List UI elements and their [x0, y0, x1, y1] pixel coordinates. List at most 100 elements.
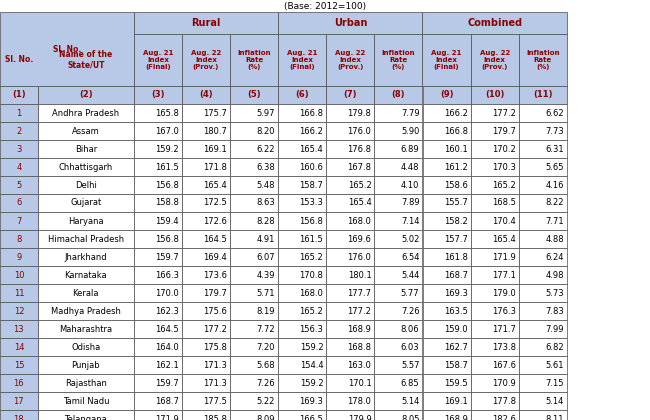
- Text: 5.73: 5.73: [545, 289, 564, 297]
- Text: 170.0: 170.0: [155, 289, 179, 297]
- Text: 164.5: 164.5: [203, 234, 227, 244]
- Bar: [0, 392, 38, 410]
- Text: 6.85: 6.85: [401, 378, 419, 388]
- Text: 156.8: 156.8: [155, 234, 179, 244]
- Bar: [326, 284, 374, 302]
- Bar: [471, 158, 519, 176]
- Bar: [326, 410, 374, 420]
- Bar: [38, 356, 134, 374]
- Text: 9: 9: [16, 252, 21, 262]
- Text: Gujarat: Gujarat: [70, 199, 101, 207]
- Text: 5.14: 5.14: [545, 396, 564, 405]
- Text: 179.0: 179.0: [492, 289, 515, 297]
- Text: 5.65: 5.65: [545, 163, 564, 171]
- Text: 12: 12: [14, 307, 24, 315]
- Text: Inflation
Rate
(%): Inflation Rate (%): [382, 50, 415, 70]
- Bar: [519, 104, 567, 122]
- Bar: [182, 410, 230, 420]
- Text: 6.82: 6.82: [545, 342, 564, 352]
- Text: 5: 5: [16, 181, 21, 189]
- Text: 8.11: 8.11: [545, 415, 564, 420]
- Bar: [278, 140, 326, 158]
- Text: 7.26: 7.26: [257, 378, 275, 388]
- Text: 167.0: 167.0: [155, 126, 179, 136]
- Text: 165.8: 165.8: [155, 108, 179, 118]
- Text: 171.8: 171.8: [203, 163, 227, 171]
- Bar: [230, 338, 278, 356]
- Bar: [278, 338, 326, 356]
- Text: 5.57: 5.57: [401, 360, 419, 370]
- Text: Name of the
State/UT: Name of the State/UT: [59, 50, 112, 70]
- Text: Rural: Rural: [191, 18, 221, 28]
- Bar: [278, 104, 326, 122]
- Text: 5.61: 5.61: [545, 360, 564, 370]
- Bar: [38, 338, 134, 356]
- Text: 7.26: 7.26: [401, 307, 419, 315]
- Bar: [422, 338, 471, 356]
- Bar: [38, 212, 134, 230]
- Bar: [519, 122, 567, 140]
- Text: 179.7: 179.7: [492, 126, 515, 136]
- Bar: [134, 140, 182, 158]
- Bar: [519, 284, 567, 302]
- Text: 163.5: 163.5: [444, 307, 467, 315]
- Text: 168.7: 168.7: [155, 396, 179, 405]
- Text: 168.7: 168.7: [443, 270, 467, 279]
- Bar: [134, 302, 182, 320]
- Text: 5.14: 5.14: [401, 396, 419, 405]
- Text: 170.9: 170.9: [492, 378, 515, 388]
- Bar: [182, 86, 230, 104]
- Bar: [230, 410, 278, 420]
- Bar: [374, 158, 422, 176]
- Text: 169.4: 169.4: [203, 252, 227, 262]
- Text: 4.88: 4.88: [545, 234, 564, 244]
- Text: 6.24: 6.24: [545, 252, 564, 262]
- Text: 15: 15: [14, 360, 24, 370]
- Text: 165.2: 165.2: [492, 181, 515, 189]
- Bar: [326, 34, 374, 86]
- Text: 5.44: 5.44: [401, 270, 419, 279]
- Bar: [278, 302, 326, 320]
- Text: Inflation
Rate
(%): Inflation Rate (%): [526, 50, 560, 70]
- Bar: [471, 320, 519, 338]
- Bar: [374, 374, 422, 392]
- Text: 158.8: 158.8: [155, 199, 179, 207]
- Text: 8.19: 8.19: [257, 307, 275, 315]
- Text: Odisha: Odisha: [72, 342, 100, 352]
- Text: 177.2: 177.2: [492, 108, 515, 118]
- Bar: [230, 194, 278, 212]
- Text: 3: 3: [16, 144, 21, 153]
- Text: 180.7: 180.7: [203, 126, 227, 136]
- Bar: [422, 104, 471, 122]
- Bar: [471, 302, 519, 320]
- Bar: [278, 86, 326, 104]
- Bar: [471, 122, 519, 140]
- Text: 156.8: 156.8: [155, 181, 179, 189]
- Bar: [38, 86, 134, 104]
- Bar: [519, 392, 567, 410]
- Bar: [471, 374, 519, 392]
- Bar: [182, 158, 230, 176]
- Text: Delhi: Delhi: [75, 181, 97, 189]
- Text: (Base: 2012=100): (Base: 2012=100): [284, 2, 366, 10]
- Bar: [278, 176, 326, 194]
- Text: 170.3: 170.3: [492, 163, 515, 171]
- Bar: [230, 212, 278, 230]
- Bar: [326, 104, 374, 122]
- Bar: [374, 284, 422, 302]
- Text: 172.6: 172.6: [203, 216, 227, 226]
- Bar: [0, 86, 38, 104]
- Bar: [278, 320, 326, 338]
- Text: 168.9: 168.9: [444, 415, 467, 420]
- Text: (7): (7): [344, 90, 357, 100]
- Bar: [38, 158, 134, 176]
- Text: 8: 8: [16, 234, 21, 244]
- Text: 161.5: 161.5: [155, 163, 179, 171]
- Bar: [471, 392, 519, 410]
- Bar: [374, 176, 422, 194]
- Text: 159.4: 159.4: [155, 216, 179, 226]
- Text: 182.6: 182.6: [492, 415, 515, 420]
- Text: 6.22: 6.22: [257, 144, 275, 153]
- Bar: [134, 12, 278, 34]
- Bar: [422, 86, 471, 104]
